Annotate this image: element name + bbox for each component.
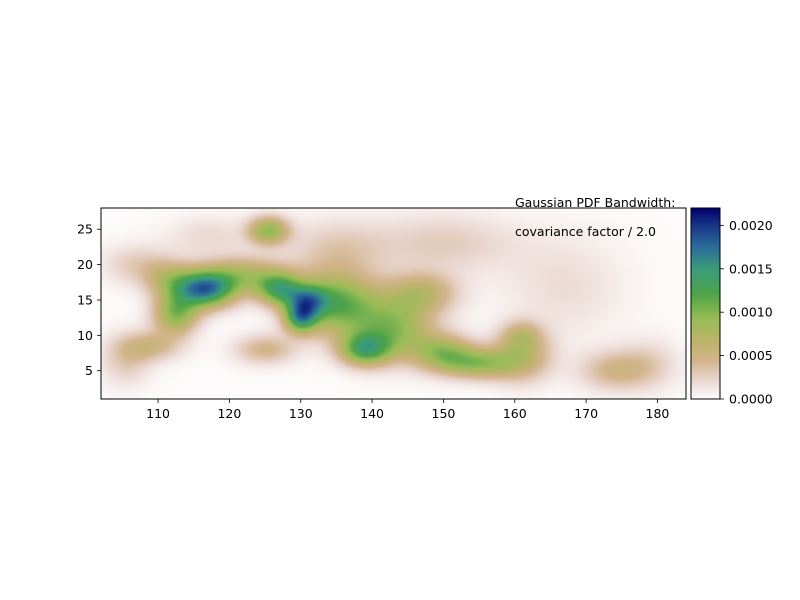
x-tick-label: 120 — [217, 406, 241, 421]
heatmap-axes: 110 120 130 140 150 160 170 180 5 10 15 20 25 — [77, 207, 687, 421]
colorbar-tick-label: 0.0020 — [729, 218, 773, 233]
colorbar-ticks: 0.0000 0.0005 0.0010 0.0015 0.0020 — [720, 218, 773, 407]
y-tick-label: 15 — [77, 292, 93, 307]
y-axis-ticks: 5 10 15 20 25 — [77, 222, 101, 378]
y-tick-label: 5 — [85, 363, 93, 378]
colorbar-tick-label: 0.0000 — [729, 392, 773, 407]
colorbar-tick-label: 0.0015 — [729, 261, 773, 276]
x-tick-label: 180 — [646, 406, 670, 421]
y-tick-label: 25 — [77, 222, 93, 237]
x-tick-label: 130 — [289, 406, 313, 421]
x-axis-ticks: 110 120 130 140 150 160 170 180 — [146, 399, 669, 421]
x-tick-label: 170 — [574, 406, 598, 421]
axes-frame — [100, 207, 687, 400]
annotation-line-1: Gaussian PDF Bandwidth: — [515, 195, 675, 210]
colorbar-gradient — [691, 208, 720, 399]
x-tick-label: 140 — [360, 406, 384, 421]
x-tick-label: 110 — [146, 406, 170, 421]
y-tick-label: 20 — [77, 257, 93, 272]
colorbar-frame — [690, 207, 721, 400]
colorbar-tick-label: 0.0010 — [729, 305, 773, 320]
annotation-line-2: covariance factor / 2.0 — [515, 224, 656, 239]
x-tick-label: 160 — [503, 406, 527, 421]
colorbar-tick-label: 0.0005 — [729, 348, 773, 363]
x-tick-label: 150 — [432, 406, 456, 421]
colorbar: 0.0000 0.0005 0.0010 0.0015 0.0020 — [690, 207, 773, 407]
heatmap-image — [101, 208, 686, 399]
y-tick-label: 10 — [77, 328, 93, 343]
